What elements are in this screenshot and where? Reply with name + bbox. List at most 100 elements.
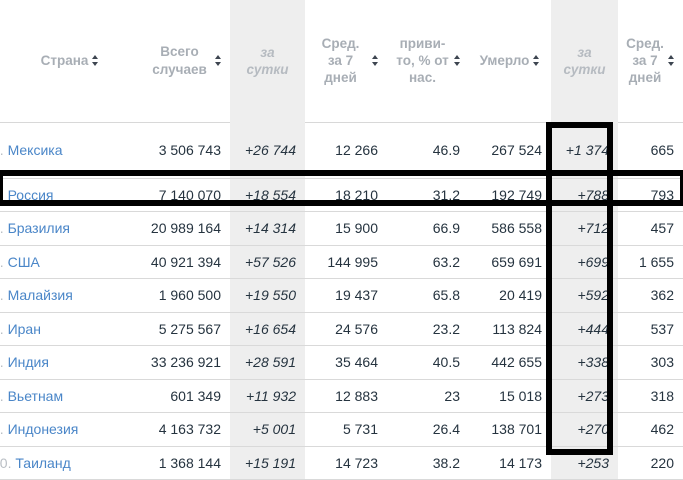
cell-vaccinated-pct: 66.9 [387, 211, 469, 246]
sort-icon[interactable] [215, 55, 222, 67]
country-link[interactable]: США [7, 253, 40, 270]
cell-total-cases: 5 275 567 [140, 312, 230, 346]
cell-cases-avg7: 35 464 [305, 345, 387, 380]
column-header-cases-per-day-label: за сутки [246, 44, 289, 77]
cell-vaccinated-pct: 46.9 [387, 122, 469, 179]
country-link[interactable]: Мексика [7, 142, 63, 158]
column-header-country[interactable]: Страна [0, 0, 140, 123]
cell-total-cases: 33 236 921 [140, 345, 230, 380]
cell-cases-per-day: +14 314 [230, 211, 305, 246]
sort-icon[interactable] [92, 55, 99, 67]
sort-icon[interactable] [533, 55, 540, 67]
sort-icon[interactable] [454, 55, 461, 67]
cell-cases-avg7: 144 995 [305, 245, 387, 279]
cell-deaths-per-day: +712 [551, 211, 618, 246]
cell-cases-per-day: +15 191 [230, 446, 305, 480]
cell-total-cases: 4 163 732 [140, 412, 230, 447]
row-rank: 9. [0, 421, 4, 438]
cell-vaccinated-pct: 31.2 [387, 178, 469, 212]
cell-deaths: 15 018 [469, 379, 551, 413]
row-rank: 7. [0, 354, 4, 371]
column-header-total-cases[interactable]: Всего случаев [140, 0, 230, 123]
table-header: Страна Всего случаев за сутки [0, 0, 683, 123]
country-link[interactable]: Малайзия [7, 287, 73, 304]
row-rank: 10. [0, 454, 12, 471]
cell-deaths: 267 524 [469, 122, 551, 179]
column-header-deaths-avg7[interactable]: Сред. за 7 дней [618, 0, 683, 123]
cell-country: 5. Малайзия [0, 278, 140, 313]
cell-deaths-avg7: 303 [618, 345, 683, 380]
country-link[interactable]: Таиланд [15, 454, 71, 471]
cell-total-cases: 1 960 500 [140, 278, 230, 313]
cell-vaccinated-pct: 26.4 [387, 412, 469, 447]
column-header-deaths-label: Умерло [479, 53, 530, 69]
cell-cases-per-day: +16 654 [230, 312, 305, 346]
column-header-cases-avg7[interactable]: Сред. за 7 дней [305, 0, 387, 123]
country-link[interactable]: Россия [7, 186, 54, 203]
cell-cases-avg7: 19 437 [305, 278, 387, 313]
column-header-vaccinated-pct[interactable]: приви- то, % от нас. [387, 0, 469, 123]
cell-total-cases: 40 921 394 [140, 245, 230, 279]
cell-country: 6. Иран [0, 312, 140, 346]
sort-icon[interactable] [668, 55, 675, 67]
cell-vaccinated-pct: 23.2 [387, 312, 469, 346]
cell-cases-per-day: +26 744 [230, 122, 305, 179]
cell-deaths: 442 655 [469, 345, 551, 380]
column-header-cases-avg7-label: Сред. за 7 дней [321, 35, 360, 86]
cell-cases-avg7: 24 576 [305, 312, 387, 346]
row-rank: 5. [0, 287, 4, 304]
cell-deaths-per-day: +699 [551, 245, 618, 279]
cell-total-cases: 3 506 743 [140, 122, 230, 179]
country-link[interactable]: Вьетнам [7, 387, 64, 404]
cell-deaths-avg7: 457 [618, 211, 683, 246]
cell-deaths-per-day: +444 [551, 312, 618, 346]
row-rank: 8. [0, 387, 4, 404]
cell-country: 8. Вьетнам [0, 379, 140, 413]
cell-deaths-avg7: 220 [618, 446, 683, 480]
cell-cases-avg7: 15 900 [305, 211, 387, 246]
cell-country: 1. Мексика [0, 122, 140, 179]
cell-vaccinated-pct: 38.2 [387, 446, 469, 480]
country-link[interactable]: Иран [7, 320, 41, 337]
cell-deaths: 192 749 [469, 178, 551, 212]
cell-deaths: 659 691 [469, 245, 551, 279]
cell-deaths-avg7: 318 [618, 379, 683, 413]
column-header-cases-per-day: за сутки [230, 0, 305, 122]
cell-deaths-per-day: +273 [551, 379, 618, 413]
cell-country: 4. США [0, 245, 140, 279]
cell-deaths-avg7: 793 [618, 178, 683, 212]
cell-cases-per-day: +28 591 [230, 345, 305, 380]
cell-deaths-avg7: 362 [618, 278, 683, 313]
cell-country: 3. Бразилия [0, 211, 140, 246]
sort-icon[interactable] [372, 55, 379, 67]
cell-cases-avg7: 12 883 [305, 379, 387, 413]
cell-total-cases: 601 349 [140, 379, 230, 413]
cell-cases-per-day: +18 554 [230, 178, 305, 212]
cell-deaths-per-day: +1 374 [551, 122, 618, 179]
cell-cases-per-day: +5 001 [230, 412, 305, 447]
cell-vaccinated-pct: 63.2 [387, 245, 469, 279]
column-header-deaths-per-day: за сутки [551, 0, 618, 122]
column-header-deaths-avg7-label: Сред. за 7 дней [626, 35, 664, 86]
cell-deaths-per-day: +338 [551, 345, 618, 380]
row-rank: 2. [0, 186, 4, 203]
cell-cases-per-day: +57 526 [230, 245, 305, 279]
country-link[interactable]: Индия [7, 354, 49, 371]
row-rank: 1. [0, 142, 4, 158]
country-link[interactable]: Индонезия [7, 421, 79, 438]
cell-cases-avg7: 18 210 [305, 178, 387, 212]
cell-country: 9. Индонезия [0, 412, 140, 447]
column-header-deaths[interactable]: Умерло [469, 0, 551, 123]
cell-cases-per-day: +19 550 [230, 278, 305, 313]
country-link[interactable]: Бразилия [7, 220, 70, 237]
